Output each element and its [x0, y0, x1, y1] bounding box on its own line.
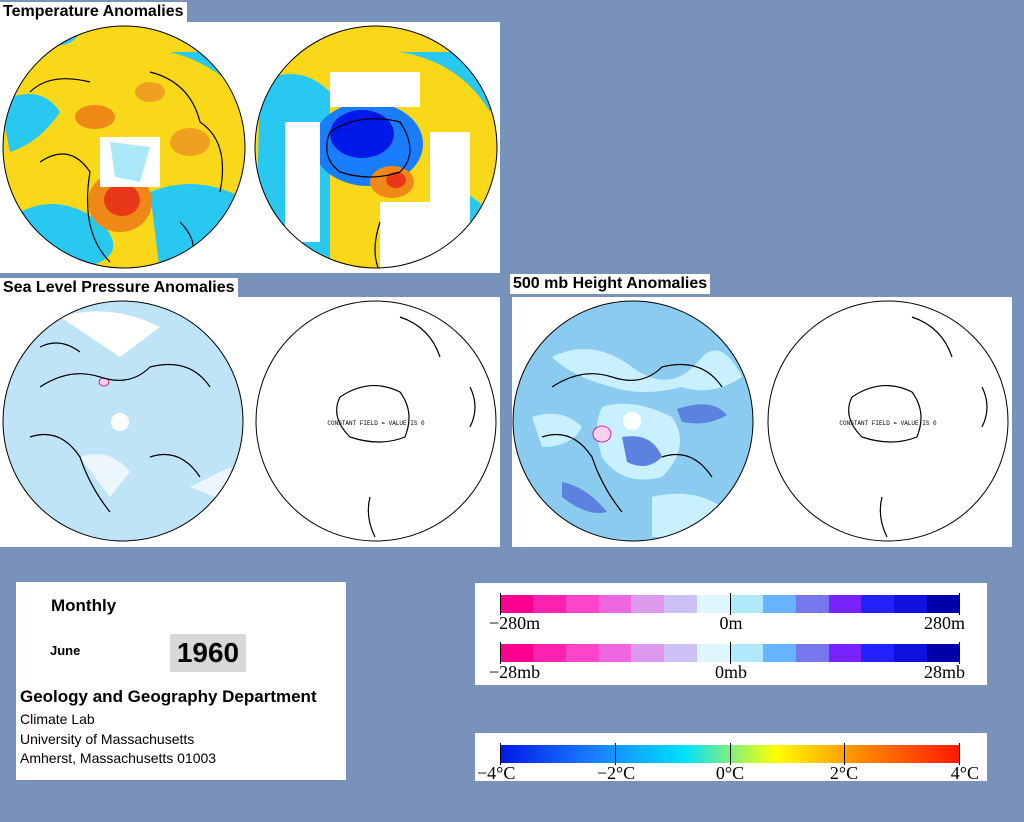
height-swatch-6: [697, 595, 731, 613]
pressure-label-min: −28mb: [489, 662, 541, 682]
slp-title: Sea Level Pressure Anomalies: [0, 278, 238, 298]
height-swatch-12: [894, 595, 928, 613]
pressure-swatch-8: [762, 644, 796, 662]
temperature-map-south: [255, 26, 497, 268]
height-swatch-5: [664, 595, 698, 613]
pressure-swatch-6: [697, 644, 731, 662]
height-pressure-legend: −280m 0m 280m −28mb 0mb 28mb: [475, 583, 987, 685]
height-tick-left: [500, 593, 501, 615]
slp-constant-field-label: CONSTANT FIELD = VALUE IS 0: [327, 420, 425, 427]
pressure-tick-mid: [730, 642, 731, 664]
pressure-swatch-0: [500, 644, 533, 662]
year-label: 1960: [170, 634, 246, 672]
height-label-max: 280m: [923, 613, 965, 633]
pressure-swatch-11: [861, 644, 895, 662]
month-label: June: [50, 643, 81, 658]
period-label: Monthly: [51, 596, 117, 615]
height-swatch-1: [532, 595, 566, 613]
temp-label-plus2: 2°C: [829, 763, 859, 783]
height-tick-right: [959, 593, 960, 615]
temp-label-minus2: −2°C: [596, 763, 636, 783]
height-swatch-0: [500, 595, 533, 613]
address-line-3: Amherst, Massachusetts 01003: [20, 750, 217, 766]
pressure-swatch-2: [565, 644, 599, 662]
slp-maps-panel: CONSTANT FIELD = VALUE IS 0: [0, 297, 500, 547]
pressure-tick-right: [959, 642, 960, 664]
height-swatch-13: [927, 595, 961, 613]
pressure-label-zero: 0mb: [714, 662, 748, 682]
height-swatch-7: [730, 595, 763, 613]
height-swatch-10: [828, 595, 862, 613]
pressure-swatch-3: [598, 644, 632, 662]
address-line-2: University of Massachusetts: [20, 731, 195, 747]
temp-tick-4: [844, 743, 845, 765]
pressure-label-max: 28mb: [923, 662, 965, 682]
height-label-min: −280m: [489, 613, 541, 633]
pressure-tick-left: [500, 642, 501, 664]
height-label-zero: 0m: [719, 613, 743, 633]
pressure-swatch-5: [664, 644, 698, 662]
height500-map-south: CONSTANT FIELD = VALUE IS 0: [767, 300, 1009, 542]
temp-tick-1: [500, 743, 501, 765]
height500-maps-panel: CONSTANT FIELD = VALUE IS 0: [512, 297, 1012, 547]
height500-map-north: [513, 301, 753, 541]
height-swatch-2: [565, 595, 599, 613]
pressure-swatch-1: [532, 644, 566, 662]
height-swatch-9: [795, 595, 829, 613]
info-box: Monthly June 1960 Geology and Geography …: [16, 582, 346, 780]
temp-tick-3: [730, 743, 731, 765]
temp-label-zero: 0°C: [715, 763, 745, 783]
pressure-colorbar: [500, 644, 961, 662]
height-colorbar: [500, 595, 961, 613]
slp-map-south: CONSTANT FIELD = VALUE IS 0: [255, 300, 497, 542]
pressure-swatch-9: [795, 644, 829, 662]
slp-map-north: [3, 301, 243, 541]
pressure-swatch-7: [730, 644, 763, 662]
pressure-swatch-4: [631, 644, 665, 662]
temperature-maps-panel: [0, 22, 500, 273]
pressure-swatch-12: [894, 644, 928, 662]
temp-label-plus4: 4°C: [950, 763, 979, 783]
address-line-1: Climate Lab: [20, 711, 95, 727]
pressure-swatch-10: [828, 644, 862, 662]
temperature-legend: −4°C −2°C 0°C 2°C 4°C: [475, 733, 987, 783]
pressure-swatch-13: [927, 644, 961, 662]
height-swatch-8: [762, 595, 796, 613]
height-swatch-4: [631, 595, 665, 613]
temp-tick-5: [959, 743, 960, 765]
temperature-title: Temperature Anomalies: [0, 2, 187, 22]
height-tick-mid: [730, 593, 731, 615]
height500-constant-field-label: CONSTANT FIELD = VALUE IS 0: [839, 420, 937, 427]
height500-title: 500 mb Height Anomalies: [510, 274, 711, 294]
temperature-map-north: [3, 26, 245, 268]
height-swatch-3: [598, 595, 632, 613]
height-swatch-11: [861, 595, 895, 613]
temp-label-minus4: −4°C: [477, 763, 516, 783]
temp-tick-2: [615, 743, 616, 765]
department-label: Geology and Geography Department: [20, 687, 317, 706]
